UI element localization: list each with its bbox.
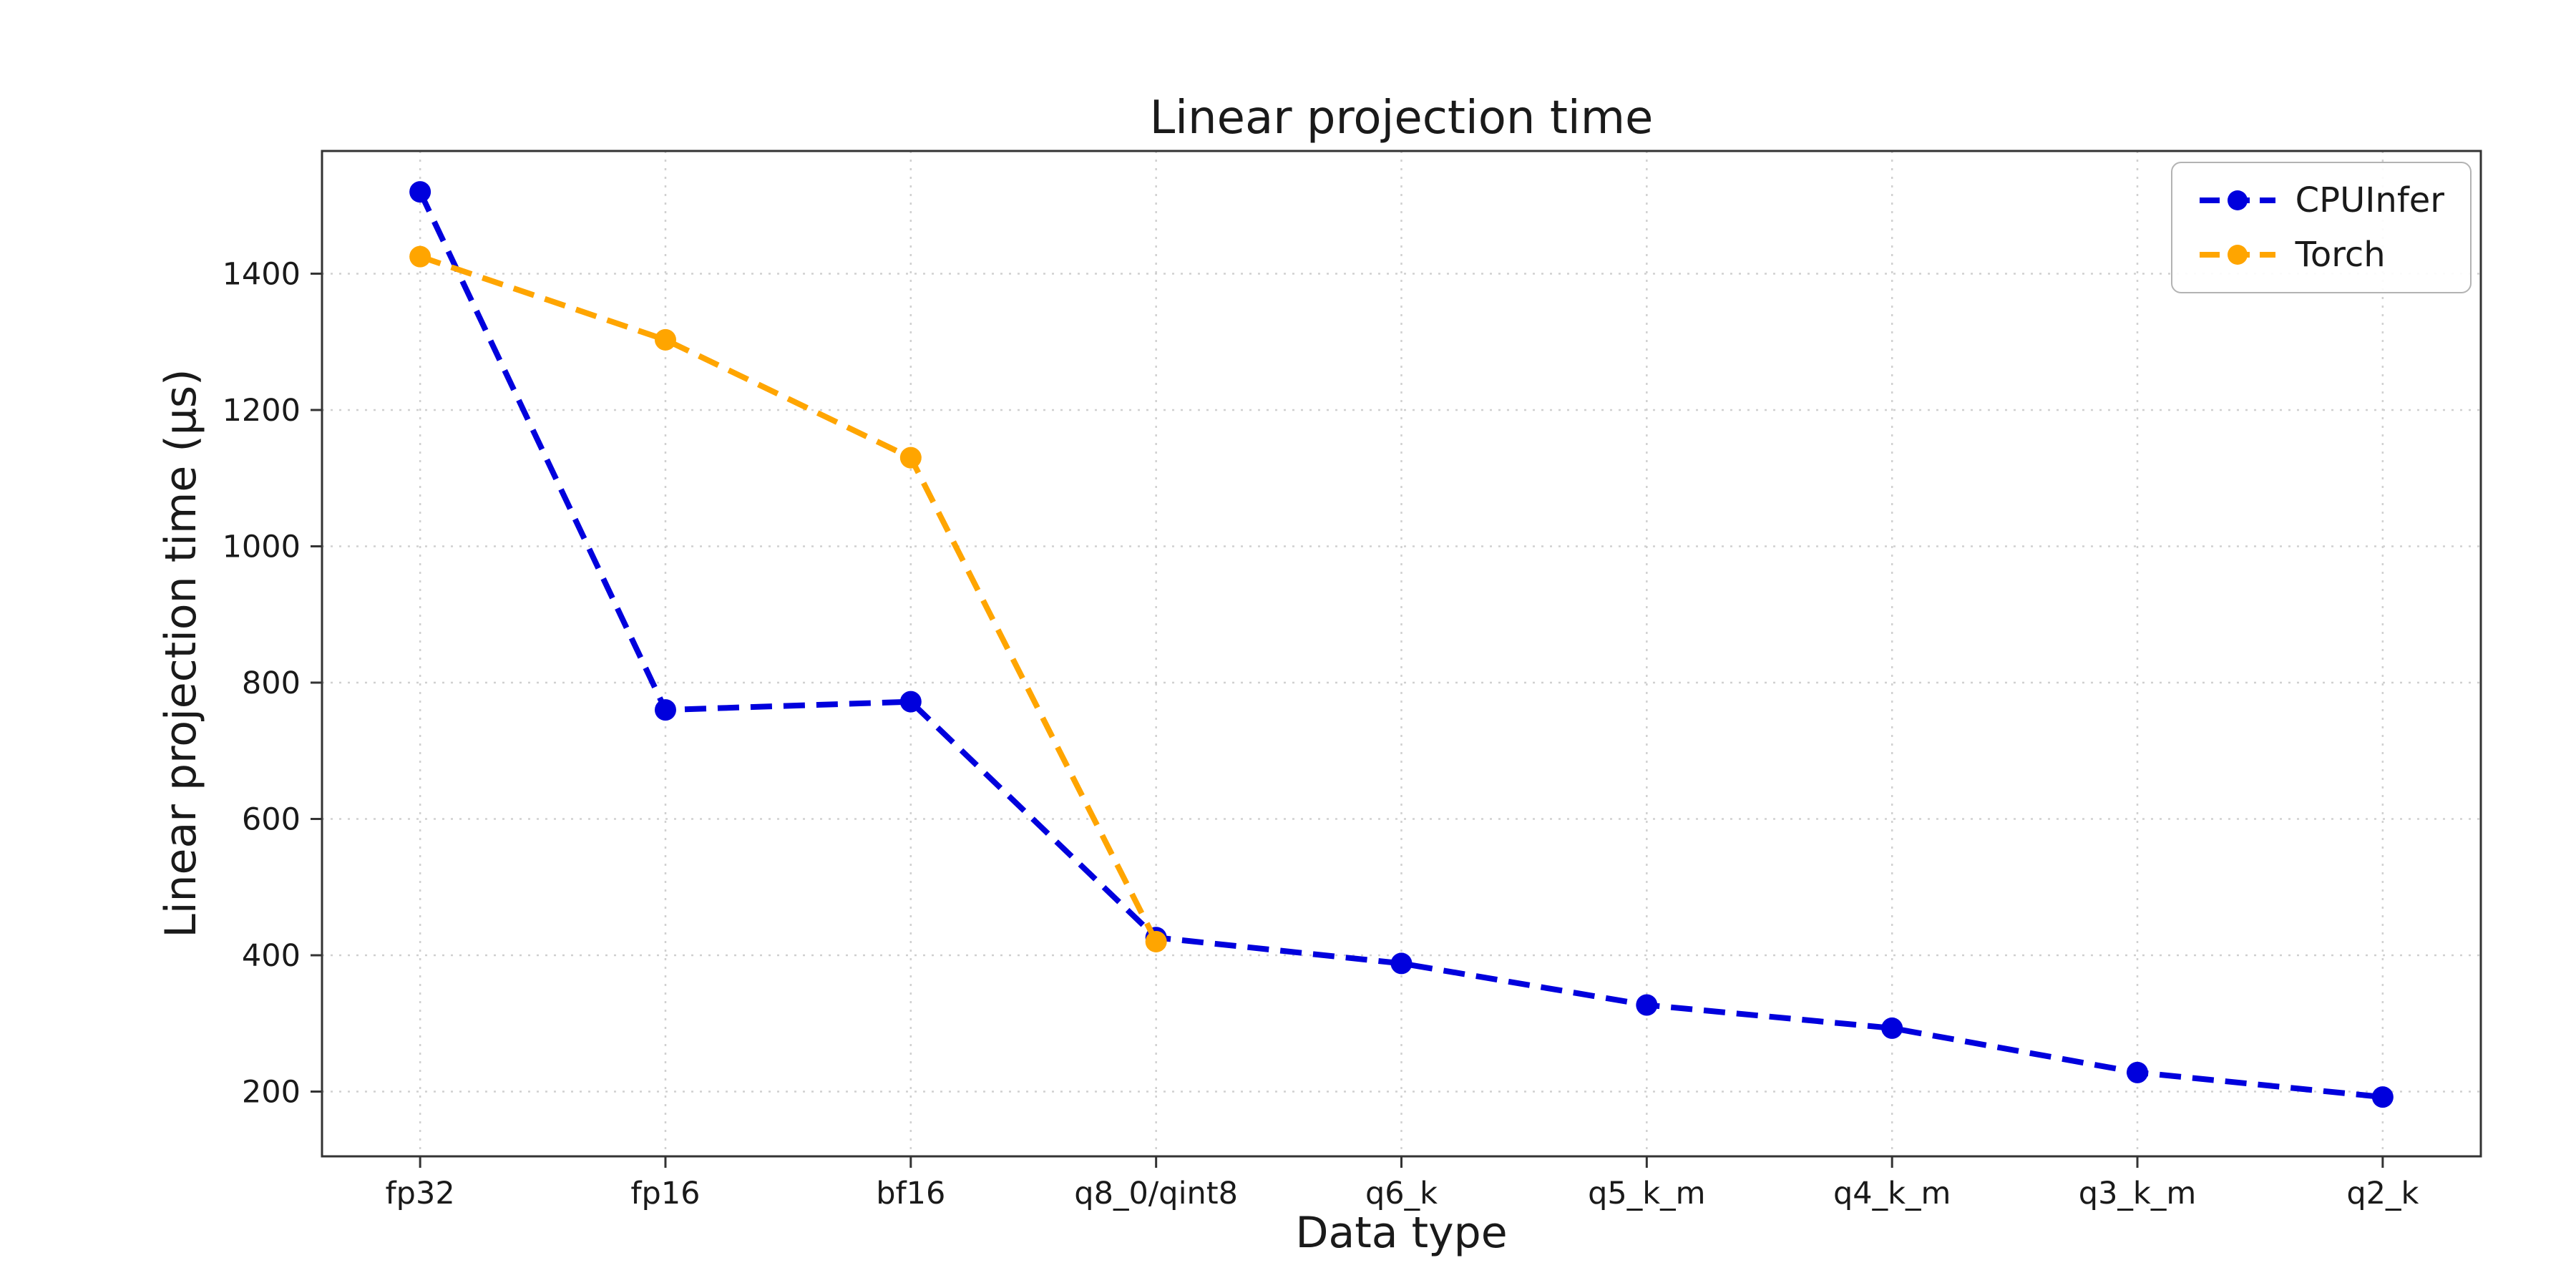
data-point-Torch (654, 328, 676, 351)
data-point-CPUInfer (2371, 1086, 2394, 1108)
x-tick-label: fp32 (386, 1176, 455, 1211)
x-tick-label: q8_0/qint8 (1074, 1176, 1238, 1211)
y-tick-label: 800 (242, 665, 301, 701)
data-point-Torch (409, 245, 431, 268)
y-tick-label: 1200 (223, 393, 301, 429)
chart-title: Linear projection time (1149, 92, 1654, 145)
series-line-Torch (419, 253, 1159, 943)
x-tick-label: q2_k (2346, 1176, 2419, 1211)
data-point-CPUInfer (654, 699, 676, 721)
legend-entry-CPUInfer: CPUInfer (2198, 180, 2444, 220)
y-axis-label: Linear projection time (μs) (156, 369, 206, 938)
y-tick-label: 1000 (223, 529, 301, 565)
legend-line-sample (2199, 245, 2275, 265)
legend-entry-Torch: Torch (2198, 235, 2444, 275)
data-point-CPUInfer (1636, 994, 1658, 1016)
y-tick-label: 1400 (223, 256, 301, 292)
plot-border (321, 150, 2482, 1158)
legend: CPUInfer Torch (2170, 162, 2472, 293)
y-tick-label: 200 (242, 1075, 301, 1111)
x-axis-label: Data type (1295, 1208, 1508, 1258)
x-tick-label: q5_k_m (1588, 1176, 1705, 1211)
x-tick-label: fp16 (630, 1176, 700, 1211)
x-tick-label: q3_k_m (2079, 1176, 2196, 1211)
data-point-CPUInfer (899, 691, 922, 713)
data-point-CPUInfer (1390, 952, 1413, 975)
x-tick-label: q4_k_m (1833, 1176, 1951, 1211)
x-tick-label: bf16 (876, 1176, 945, 1211)
data-point-CPUInfer (1881, 1017, 1903, 1039)
legend-label: CPUInfer (2295, 180, 2444, 220)
y-tick-label: 600 (242, 801, 301, 837)
x-tick-label: q6_k (1365, 1176, 1438, 1211)
legend-line-sample (2199, 190, 2275, 210)
data-point-CPUInfer (409, 181, 431, 203)
y-tick-label: 400 (242, 938, 301, 974)
data-point-Torch (1145, 930, 1167, 952)
legend-marker (2227, 190, 2248, 210)
data-point-Torch (899, 447, 922, 469)
legend-label: Torch (2295, 235, 2386, 275)
legend-marker (2227, 245, 2248, 265)
data-point-CPUInfer (2127, 1061, 2149, 1083)
